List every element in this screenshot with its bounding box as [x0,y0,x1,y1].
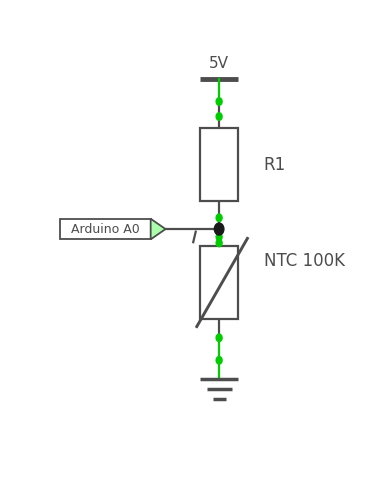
Text: Arduino A0: Arduino A0 [71,223,140,236]
Circle shape [216,233,222,241]
Circle shape [216,334,222,341]
Text: NTC 100K: NTC 100K [264,252,345,270]
Circle shape [216,214,222,222]
Circle shape [216,98,222,105]
Text: 5V: 5V [209,56,229,71]
Circle shape [216,356,222,364]
Circle shape [216,239,222,247]
Bar [200,128,238,201]
Bar [60,219,151,240]
Circle shape [214,223,224,235]
Text: R1: R1 [264,156,286,174]
Polygon shape [151,219,166,240]
Bar [200,246,238,319]
Circle shape [216,113,222,120]
